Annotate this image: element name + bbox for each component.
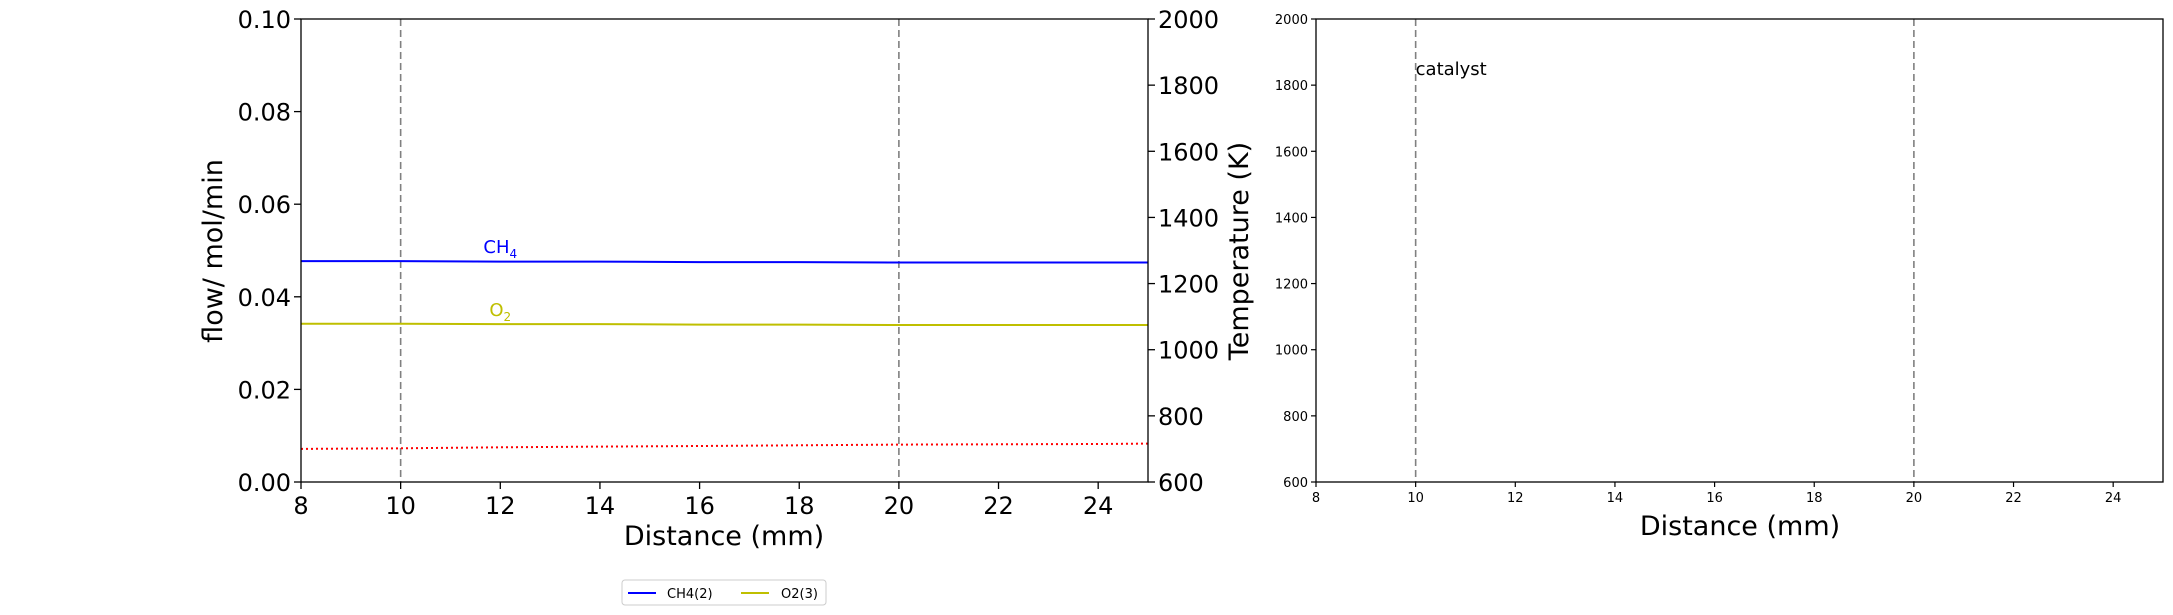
right-y-tick-label-7: 2000 xyxy=(1275,13,1308,28)
left-catalyst-boundaries xyxy=(399,19,900,482)
right-x-tick-label-0: 8 xyxy=(1312,491,1320,506)
right-y-ticks: 600 800 1000 1200 1400 1600 1800 2000 xyxy=(1275,13,1316,491)
series-label-o2-3-: O2 xyxy=(489,300,511,324)
left-y2-tick-label-7: 2000 xyxy=(1158,6,1219,34)
left-series-labels: CH4 O2 xyxy=(483,237,517,324)
left-y2-tick-label-5: 1600 xyxy=(1158,138,1219,166)
left-y2-tick-label-2: 1000 xyxy=(1158,337,1219,365)
series-label-ch4-2-: CH4 xyxy=(483,237,517,261)
right-chart: 8 10 12 14 16 18 20 22 24 600 800 1000 1200 1400 1600… xyxy=(1275,13,2164,542)
left-x-tick-label-0: 8 xyxy=(293,492,308,520)
right-y-tick-label-1: 800 xyxy=(1283,410,1308,425)
left-series-lines xyxy=(300,260,1149,450)
left-x-tick-label-5: 18 xyxy=(784,492,815,520)
right-y-tick-label-6: 1800 xyxy=(1275,79,1308,94)
left-x-tick-label-3: 14 xyxy=(585,492,616,520)
left-x-tick-label-8: 24 xyxy=(1083,492,1114,520)
left-x-tick-label-2: 12 xyxy=(485,492,516,520)
left-x-ticks: 8 10 12 14 16 18 20 22 24 xyxy=(293,482,1113,520)
left-x-tick-label-4: 16 xyxy=(684,492,715,520)
left-x-tick-label-6: 20 xyxy=(884,492,915,520)
left-y-tick-label-3: 0.06 xyxy=(238,191,291,219)
right-y-tick-label-0: 600 xyxy=(1283,476,1308,491)
left-y-tick-label-5: 0.10 xyxy=(238,6,291,34)
left-y-tick-label-1: 0.02 xyxy=(238,376,291,404)
legend-o2-label: O2(3) xyxy=(781,587,818,602)
left-y2-ticks: 600 800 1000 1200 1400 1600 1800 2000 xyxy=(1148,6,1219,497)
right-x-tick-label-2: 12 xyxy=(1507,491,1524,506)
legend: CH4(2) O2(3) xyxy=(621,579,827,606)
right-y-tick-label-4: 1400 xyxy=(1275,211,1308,226)
right-x-tick-label-4: 16 xyxy=(1706,491,1723,506)
left-y-axis-label: flow/ mol/min xyxy=(198,159,229,343)
left-y2-tick-label-3: 1200 xyxy=(1158,271,1219,299)
right-plot-frame xyxy=(1315,18,2164,483)
right-y-tick-label-3: 1200 xyxy=(1275,278,1308,293)
left-y2-tick-label-0: 600 xyxy=(1158,469,1204,497)
left-x-tick-label-1: 10 xyxy=(385,492,416,520)
right-x-tick-label-8: 24 xyxy=(2105,491,2122,506)
series-line-o2-3- xyxy=(301,322,1148,326)
series-line-temperature xyxy=(300,442,1149,450)
left-y-ticks: 0.00 0.02 0.04 0.06 0.08 0.10 xyxy=(238,6,301,497)
left-y2-tick-label-6: 1800 xyxy=(1158,72,1219,100)
left-x-axis-label: Distance (mm) xyxy=(624,521,824,552)
series-line-ch4-2- xyxy=(301,260,1148,264)
right-x-axis-label: Distance (mm) xyxy=(1640,511,1840,542)
legend-ch4-label: CH4(2) xyxy=(667,587,713,602)
right-x-tick-label-7: 22 xyxy=(2005,491,2022,506)
right-x-tick-label-6: 20 xyxy=(1906,491,1923,506)
legend-frame xyxy=(621,579,827,606)
right-x-ticks: 8 10 12 14 16 18 20 22 24 xyxy=(1312,482,2122,506)
left-y2-tick-label-4: 1400 xyxy=(1158,204,1219,232)
right-y-tick-label-2: 1000 xyxy=(1275,344,1308,359)
right-x-tick-label-1: 10 xyxy=(1407,491,1424,506)
right-x-tick-label-5: 18 xyxy=(1806,491,1823,506)
right-y-tick-label-5: 1600 xyxy=(1275,145,1308,160)
left-y2-tick-label-1: 800 xyxy=(1158,403,1204,431)
left-y-tick-label-2: 0.04 xyxy=(238,284,291,312)
left-y-tick-label-0: 0.00 xyxy=(238,469,291,497)
left-y2-axis-label: Temperature (K) xyxy=(1224,142,1255,361)
left-x-tick-label-7: 22 xyxy=(983,492,1014,520)
left-plot-frame xyxy=(300,18,1149,483)
right-x-tick-label-3: 14 xyxy=(1607,491,1624,506)
left-y-tick-label-4: 0.08 xyxy=(238,99,291,127)
right-catalyst-boundaries xyxy=(1414,19,1915,482)
left-chart: CH4 O2 8 10 12 14 16 18 20 22 24 0.00 0.02 0.04 0.06… xyxy=(198,6,1255,552)
catalyst-annotation: catalyst xyxy=(1416,59,1487,80)
